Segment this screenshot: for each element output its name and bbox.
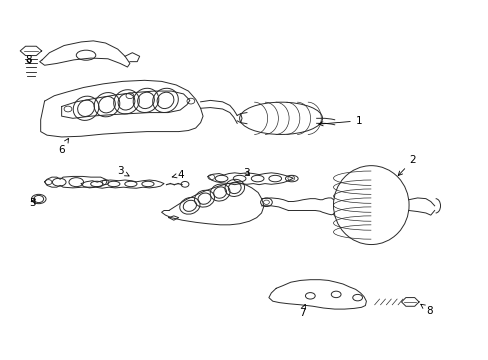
Text: 8: 8 bbox=[25, 55, 32, 65]
Text: 1: 1 bbox=[318, 116, 362, 126]
Text: 4: 4 bbox=[172, 170, 184, 180]
Text: 7: 7 bbox=[298, 305, 305, 318]
Text: 3: 3 bbox=[243, 168, 250, 178]
Text: 5: 5 bbox=[29, 198, 36, 208]
Text: 6: 6 bbox=[58, 139, 68, 154]
Text: 2: 2 bbox=[397, 155, 415, 176]
Text: 3: 3 bbox=[117, 166, 129, 176]
Text: 8: 8 bbox=[420, 304, 432, 316]
